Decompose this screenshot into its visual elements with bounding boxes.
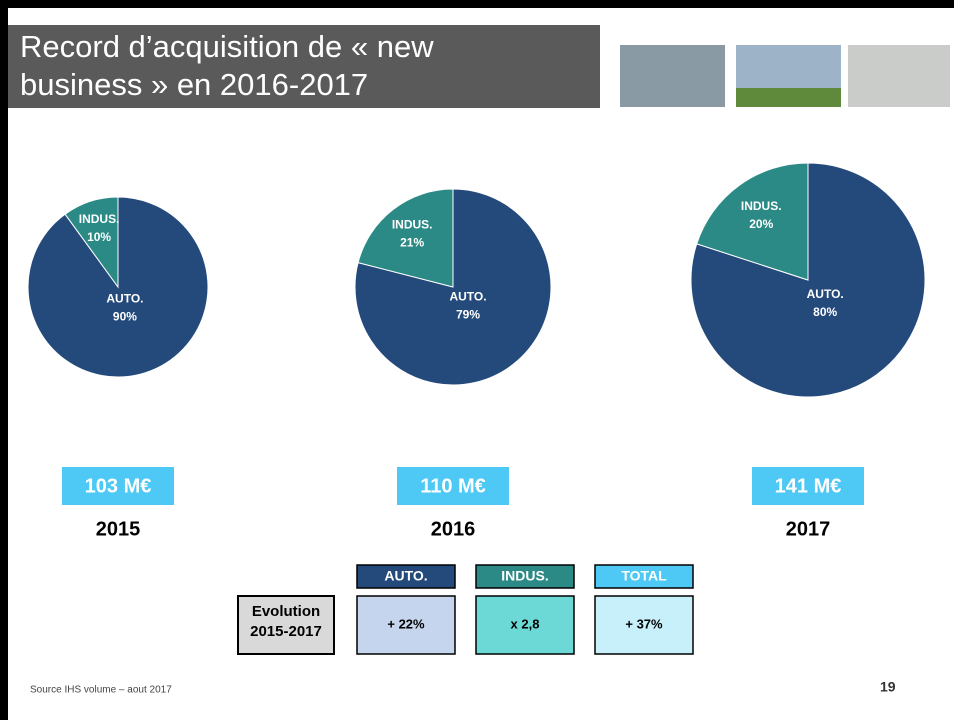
slide-title: Record d’acquisition de « new business »… <box>20 28 540 104</box>
total-label: 141 M€ <box>775 475 842 497</box>
total-label: 103 M€ <box>85 475 152 497</box>
title-wrap: Record d’acquisition de « new business »… <box>20 28 590 108</box>
photo-2-grass <box>736 88 841 107</box>
slice-name: INDUS. <box>741 199 782 213</box>
photo-3 <box>848 45 950 107</box>
top-bar <box>0 0 954 8</box>
slice-name: AUTO. <box>807 287 844 301</box>
slice-name: AUTO. <box>106 292 143 306</box>
evolution-header: AUTO. <box>384 568 427 584</box>
slice-name: AUTO. <box>449 290 486 304</box>
source: Source IHS volume – aout 2017 <box>30 685 172 696</box>
slice-value: 80% <box>813 305 837 319</box>
slice-name: INDUS. <box>79 212 120 226</box>
slice-value: 90% <box>113 310 137 324</box>
left-border <box>0 0 8 720</box>
evolution-value: x 2,8 <box>511 616 540 631</box>
photo-1 <box>620 45 725 107</box>
evolution-header: TOTAL <box>621 568 667 584</box>
slice-value: 10% <box>87 230 111 244</box>
slice-value: 79% <box>456 308 480 322</box>
evolution-label: Evolution 2015-2017 <box>246 602 326 642</box>
evolution-header: INDUS. <box>501 568 548 584</box>
evolution-label-wrap: Evolution 2015-2017 <box>240 598 332 652</box>
year-label: 2016 <box>431 518 476 540</box>
slice-name: INDUS. <box>392 218 433 232</box>
year-label: 2017 <box>786 518 831 540</box>
slice-value: 20% <box>749 217 773 231</box>
page-number: 19 <box>880 679 896 695</box>
slide: Record d’acquisition de « new business »… <box>0 0 954 720</box>
evolution-value: + 37% <box>625 616 663 631</box>
slice-value: 21% <box>400 236 424 250</box>
year-label: 2015 <box>96 518 141 540</box>
total-label: 110 M€ <box>420 475 486 497</box>
evolution-value: + 22% <box>387 616 425 631</box>
